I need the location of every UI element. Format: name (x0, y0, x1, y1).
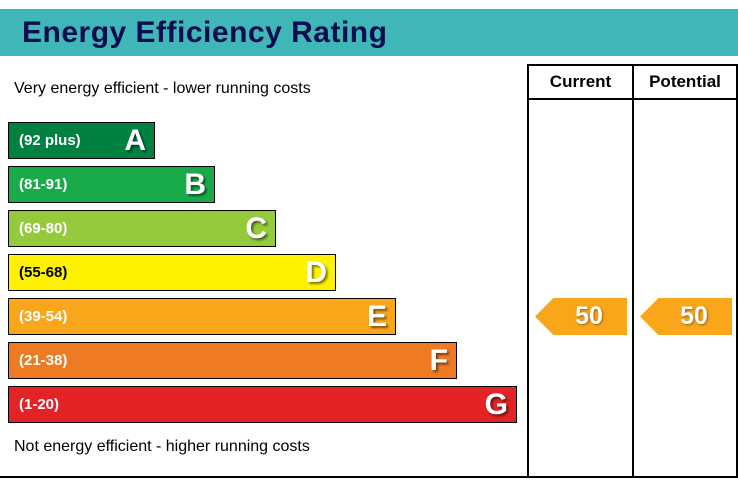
current-rating-value: 50 (575, 302, 603, 330)
band-range-label: (55-68) (19, 264, 68, 281)
band-letter: D (305, 256, 327, 289)
chart-title-banner: Energy Efficiency Rating (0, 9, 738, 56)
band-range-label: (69-80) (19, 220, 68, 237)
current-rating-arrow: 50 (535, 298, 627, 335)
potential-column-header: Potential (634, 64, 736, 100)
band-row-g: (1-20) G (8, 386, 517, 423)
band-row-e: (39-54) E (8, 298, 396, 335)
band-letter: A (124, 124, 146, 157)
band-letter: E (366, 300, 387, 333)
chart-bottom-border (0, 476, 738, 478)
band-row-d: (55-68) D (8, 254, 336, 291)
band-range-label: (39-54) (19, 308, 68, 325)
band-range-label: (81-91) (19, 176, 68, 193)
band-row-a: (92 plus) A (8, 122, 155, 159)
band-letter: G (484, 388, 508, 421)
band-row-f: (21-38) F (8, 342, 457, 379)
band-letter: F (429, 344, 448, 377)
band-row-c: (69-80) C (8, 210, 276, 247)
top-caption: Very energy efficient - lower running co… (14, 80, 311, 97)
band-range-label: (92 plus) (19, 132, 81, 149)
potential-rating-value: 50 (680, 302, 708, 330)
bottom-caption: Not energy efficient - higher running co… (14, 438, 310, 455)
potential-column: Potential 50 (632, 64, 738, 476)
chart-title: Energy Efficiency Rating (22, 15, 388, 49)
current-column: Current 50 (527, 64, 632, 476)
band-letter: B (184, 168, 206, 201)
band-range-label: (1-20) (19, 396, 60, 413)
band-row-b: (81-91) B (8, 166, 215, 203)
band-letter: C (245, 212, 267, 245)
current-column-header: Current (529, 64, 632, 100)
rating-bands: (92 plus) A (81-91) B (69-80) C (55-68) … (8, 122, 527, 430)
potential-rating-arrow: 50 (640, 298, 732, 335)
band-range-label: (21-38) (19, 352, 68, 369)
